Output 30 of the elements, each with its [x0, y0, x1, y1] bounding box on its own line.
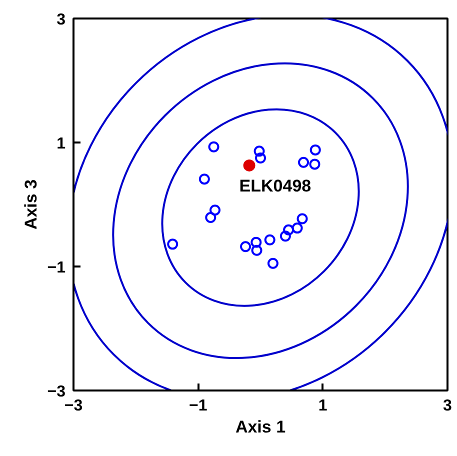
point: [240, 241, 252, 252]
x-tick-label: 1: [318, 398, 328, 414]
point: [255, 152, 266, 164]
point: [309, 158, 320, 170]
point: [267, 258, 278, 269]
point: [205, 212, 216, 224]
point: [310, 144, 321, 156]
point: [209, 204, 220, 216]
annotation: ELK0498: [239, 176, 312, 196]
point: [250, 236, 262, 248]
point: [251, 244, 262, 256]
point: [280, 230, 291, 242]
point: [292, 222, 303, 234]
point: [243, 159, 256, 172]
x-axis-title: Axis 1: [235, 418, 286, 436]
x-tick-label: −1: [189, 398, 208, 414]
point: [296, 213, 308, 224]
x-tick-label: 3: [443, 398, 452, 414]
y-axis-title: Axis 3: [21, 179, 40, 230]
point: [264, 234, 276, 246]
y-tick-label: −3: [47, 384, 66, 400]
y-tick-label: −1: [47, 260, 66, 276]
point: [167, 238, 178, 250]
point: [208, 141, 220, 152]
point: [283, 224, 294, 236]
y-tick-label: 3: [56, 12, 66, 28]
point: [198, 174, 210, 185]
point: [298, 156, 310, 168]
point: [254, 146, 265, 157]
y-tick-label: 1: [56, 136, 66, 152]
